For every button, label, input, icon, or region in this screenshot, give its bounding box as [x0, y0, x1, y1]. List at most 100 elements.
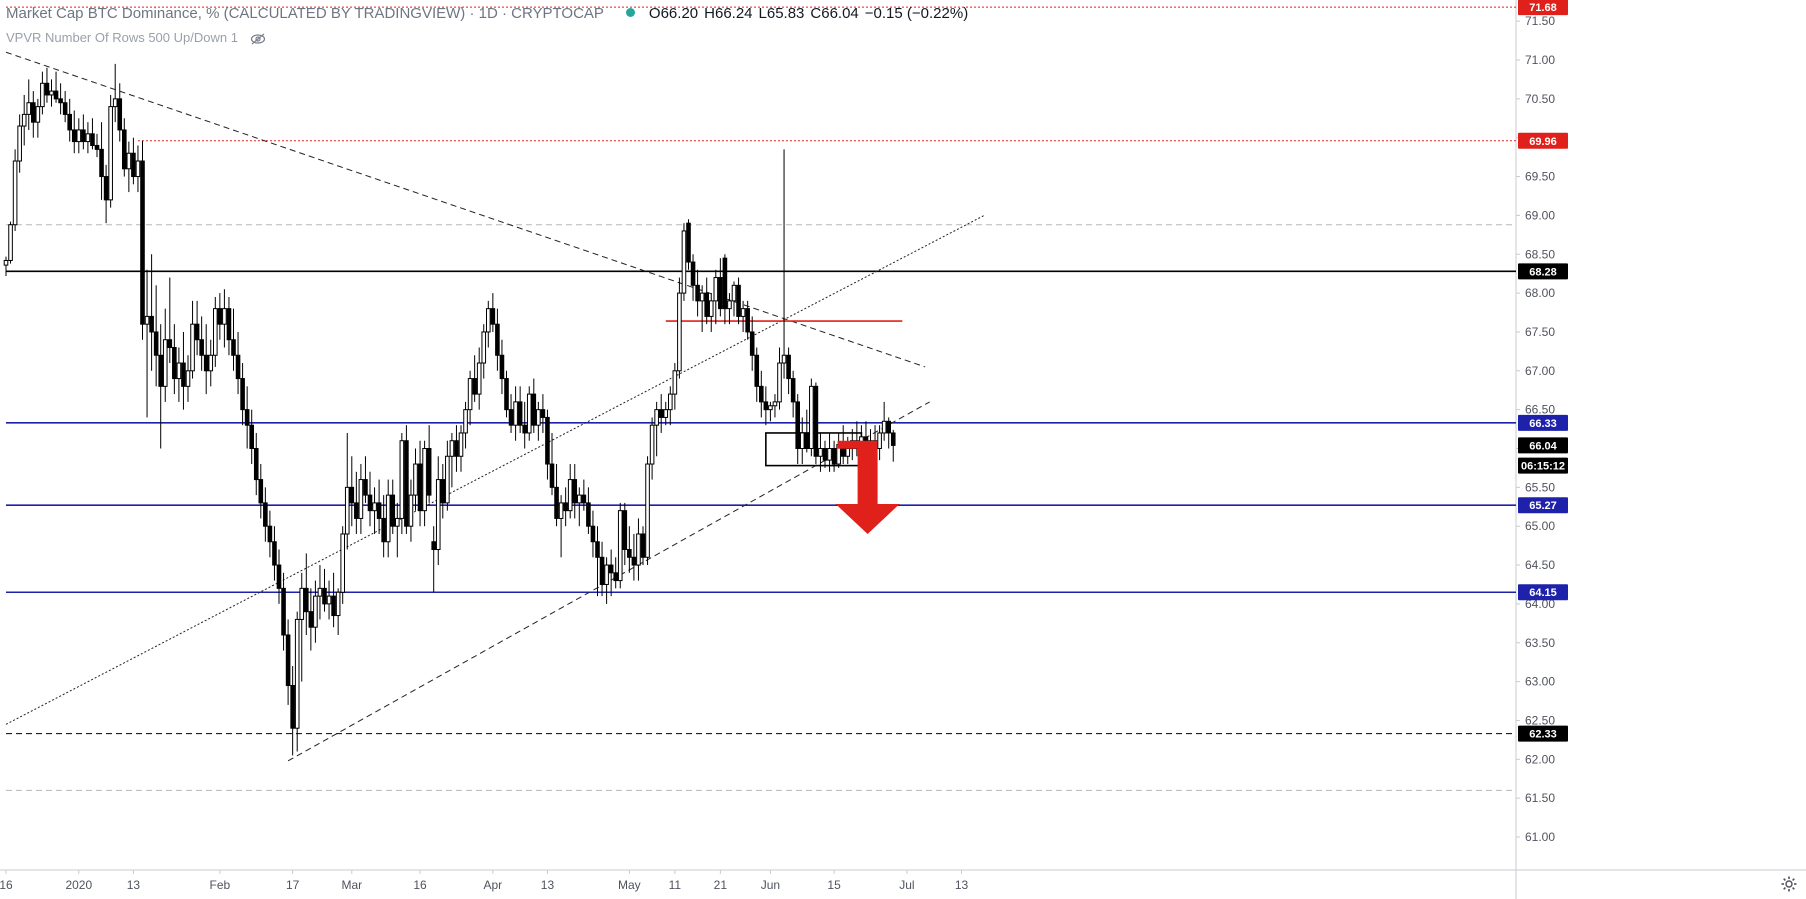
candle-body [595, 541, 600, 558]
candle-body [526, 393, 532, 434]
candle-body [354, 502, 359, 519]
candle-body [772, 401, 778, 407]
candle-body [294, 618, 300, 729]
candle-body [768, 405, 773, 411]
candle-body [476, 362, 482, 395]
x-tick-label: 15 [827, 878, 841, 892]
candle-body [162, 339, 168, 387]
candle-body [818, 448, 823, 457]
gear-icon[interactable] [1780, 875, 1798, 893]
candle-body [513, 401, 518, 426]
candle-body [777, 362, 782, 403]
candle-body [827, 448, 832, 461]
candle-body [799, 432, 805, 449]
candle-body [335, 591, 341, 617]
candle-body [53, 90, 59, 100]
indicator-legend[interactable]: VPVR Number Of Rows 500 Up/Down 1 [6, 30, 266, 48]
candle-body [617, 510, 623, 582]
candle-body [713, 277, 719, 302]
y-tick-label: 68.00 [1525, 286, 1555, 300]
candle-body [881, 420, 887, 434]
candle-body [731, 284, 737, 302]
y-tick-label: 67.00 [1525, 364, 1555, 378]
candle-body [21, 113, 27, 127]
price-badge [1518, 457, 1568, 474]
candle-body [677, 292, 682, 372]
candle-body [317, 587, 323, 597]
candle-body [631, 556, 637, 566]
candle-body [718, 277, 723, 310]
candle-body [622, 510, 628, 551]
candle-body [90, 133, 95, 146]
y-tick-label: 62.50 [1525, 713, 1555, 727]
candle-body [813, 385, 819, 457]
price-badge-label: 66.33 [1529, 418, 1557, 430]
y-tick-label: 67.50 [1525, 325, 1555, 339]
candle-body [481, 331, 487, 364]
candle-body [649, 424, 655, 465]
eye-off-icon[interactable] [250, 33, 266, 48]
candle-body [349, 486, 355, 504]
candle-body [440, 479, 446, 504]
trend-line [5, 214, 985, 725]
candle-body [708, 300, 714, 317]
candle-body [426, 448, 432, 496]
candle-body [831, 448, 837, 465]
candle-body [149, 315, 154, 333]
y-tick-label: 71.00 [1525, 53, 1555, 67]
candle-body [658, 409, 664, 418]
candle-body [636, 533, 641, 566]
candle-body [272, 541, 277, 566]
candle-body [17, 125, 22, 162]
y-tick-label: 71.50 [1525, 14, 1555, 28]
candle-body [203, 354, 209, 372]
y-tick-label: 70.50 [1525, 92, 1555, 106]
live-status-dot [625, 8, 635, 17]
y-tick-label: 69.00 [1525, 208, 1555, 222]
candle-body [413, 463, 418, 496]
candle-body [231, 339, 236, 356]
y-tick-label: 61.00 [1525, 830, 1555, 844]
candle-body [131, 152, 136, 178]
trend-line [5, 51, 926, 368]
x-tick-label: Jun [761, 878, 780, 892]
candle-body [85, 133, 91, 143]
candle-body [486, 308, 491, 333]
candle-body [759, 385, 764, 403]
low-value: L65.83 [758, 5, 805, 22]
candle-body [322, 587, 327, 605]
candle-body [112, 98, 118, 108]
candle-body [672, 370, 678, 395]
y-tick-label: 62.00 [1525, 752, 1555, 766]
candle-body [522, 424, 528, 434]
candle-body [613, 572, 619, 582]
price-badge-label: 62.33 [1529, 729, 1557, 741]
candle-body [404, 440, 409, 527]
candle-body [235, 354, 241, 380]
candle-body [140, 160, 145, 325]
candle-body [563, 502, 568, 512]
candle-body [645, 463, 650, 558]
candle-body [117, 98, 123, 131]
change-value: −0.15 (−0.22%) [864, 5, 969, 22]
candle-body [331, 595, 336, 617]
candle-body [531, 393, 537, 426]
candle-body [126, 152, 132, 170]
candle-body [681, 230, 687, 294]
candle-body [467, 378, 473, 411]
candle-body [499, 354, 505, 380]
price-badge-label: 06:15:12 [1521, 461, 1565, 473]
candle-body [372, 502, 377, 512]
candle-body [226, 308, 232, 341]
candle-body [276, 564, 282, 589]
x-tick-label: 13 [127, 878, 141, 892]
trend-line [287, 401, 930, 762]
candle-body [890, 432, 896, 446]
candle-body [567, 479, 573, 512]
candle-body [240, 378, 245, 411]
candle-body [877, 432, 882, 449]
y-tick-label: 66.50 [1525, 403, 1555, 417]
candle-body [172, 346, 177, 380]
candle-body [795, 401, 801, 450]
